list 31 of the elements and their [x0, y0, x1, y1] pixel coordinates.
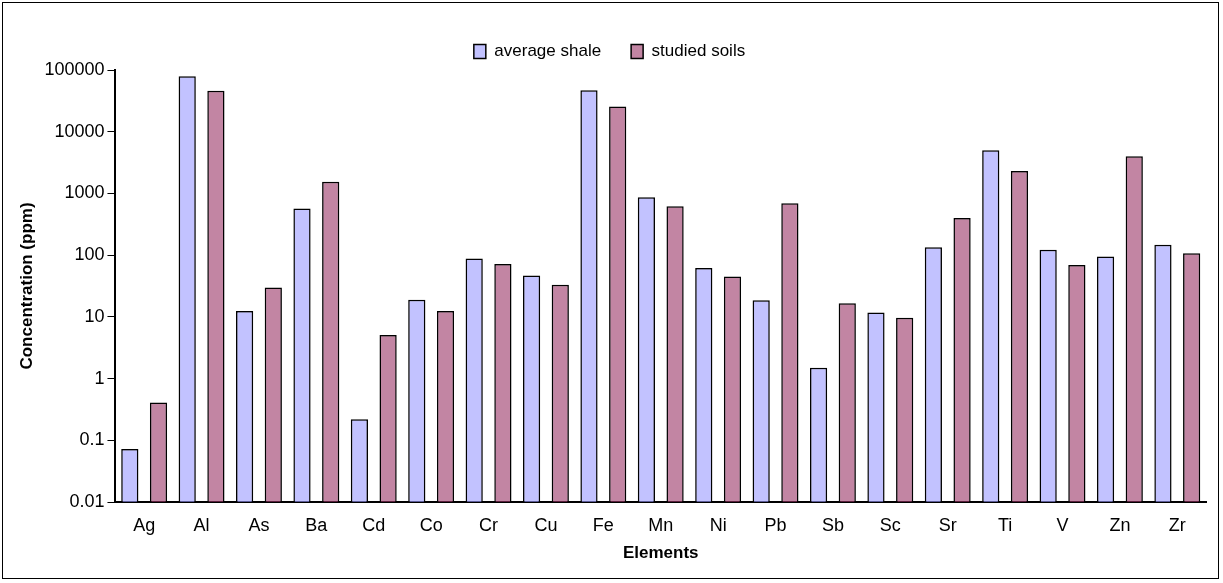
x-tick-label: Zn: [1109, 514, 1131, 535]
x-tick-label: Al: [193, 514, 210, 535]
x-tick-label: Co: [419, 514, 443, 535]
y-tick-label: 0.1: [79, 429, 105, 450]
legend-label: average shale: [494, 41, 602, 61]
y-tick-label: 10: [84, 305, 105, 326]
x-axis-title: Elements: [622, 543, 699, 563]
y-axis-title: Concentration (ppm): [16, 202, 36, 370]
x-tick-label: Sb: [821, 514, 844, 535]
y-tick-label: 0.01: [69, 490, 105, 511]
x-tick-label: Fe: [592, 514, 614, 535]
x-tick-label: Ag: [133, 514, 156, 535]
legend-label: studied soils: [651, 41, 746, 61]
x-tick-label: Zr: [1168, 514, 1186, 535]
x-tick-label: Mn: [648, 514, 674, 535]
x-tick-label: Ba: [305, 514, 329, 535]
x-tick-label: Pb: [764, 514, 787, 535]
x-tick-label: Cu: [534, 514, 558, 535]
y-tick-label: 1000: [64, 182, 105, 203]
y-tick-label: 1: [94, 367, 105, 388]
x-tick-label: Cd: [362, 514, 386, 535]
x-tick-label: Sc: [879, 514, 901, 535]
x-tick-label: Cr: [479, 514, 499, 535]
x-tick-label: Ni: [709, 514, 727, 535]
x-tick-label: Sr: [938, 514, 957, 535]
y-tick-label: 100000: [44, 58, 105, 79]
x-tick-label: Ti: [997, 514, 1013, 535]
x-tick-label: V: [1056, 514, 1069, 535]
y-tick-label: 10000: [54, 120, 105, 141]
x-tick-label: As: [248, 514, 270, 535]
y-tick-label: 100: [74, 244, 105, 265]
